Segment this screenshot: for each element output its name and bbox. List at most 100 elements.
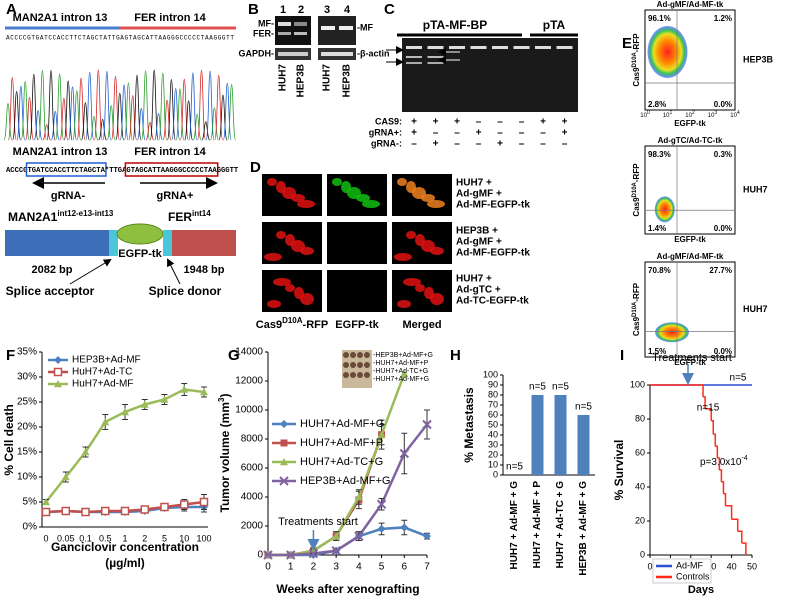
arrow: [167, 258, 181, 285]
band: [321, 52, 353, 56]
row-label: HEP3B +: [456, 226, 498, 237]
x-tick-label: HUH7 + Ad-MF + G: [509, 481, 520, 570]
row-mark: –: [433, 128, 439, 139]
step-segment: [713, 433, 717, 447]
y-tick-label: 20: [488, 449, 498, 459]
gel: [318, 16, 356, 45]
trace-peak: [93, 69, 103, 141]
tick-label: 100: [640, 110, 650, 118]
column-label: Merged: [402, 319, 441, 331]
annotation: n=5: [552, 382, 569, 393]
band: [406, 56, 422, 58]
text: 10: [663, 113, 670, 119]
plot-title: Ad-gMF/Ad-MF-tk: [657, 252, 724, 261]
trace-peak: [63, 80, 73, 141]
row-label: CAS9:: [375, 116, 402, 126]
micrograph: [327, 270, 387, 312]
x-tick-label: 0: [647, 561, 652, 571]
p-value: p=3.0x10-4: [700, 455, 748, 468]
splice-site: [109, 230, 118, 256]
trace-peak: [59, 97, 69, 141]
y-tick-label: 60: [488, 409, 498, 419]
legend-marker: [280, 458, 288, 466]
quadrant-value: 0.0%: [714, 100, 732, 109]
tick-label: 103: [708, 110, 718, 118]
x-tick-label: 0: [265, 562, 271, 573]
row-label: Ad-MF-EGFP-tk: [456, 248, 530, 259]
marker: [160, 502, 169, 512]
cell: [424, 287, 434, 299]
y-tick-label: 40: [635, 481, 645, 491]
trace-peak: [162, 99, 172, 141]
trace-peak: [115, 92, 125, 141]
x-tick-label: 50: [747, 561, 757, 571]
marker: [377, 524, 386, 533]
gel: [275, 16, 311, 45]
text: -RFP: [632, 33, 641, 52]
legend-label: HuH7+Ad-TC: [72, 367, 132, 378]
row-mark: +: [562, 117, 568, 128]
x-tick-label: 0.5: [99, 533, 112, 543]
cell: [415, 234, 425, 246]
y-tick-label: 6000: [241, 463, 264, 474]
trace-peak: [33, 110, 43, 141]
marker: [400, 523, 409, 532]
text: -RFP: [632, 282, 641, 301]
x-tick-label: 0.1: [79, 533, 92, 543]
trace-peak: [50, 110, 60, 141]
trace-peak: [192, 113, 202, 141]
marker: [331, 545, 341, 556]
lane-label: 3: [324, 4, 330, 16]
text: int14: [192, 209, 211, 218]
panel-label: G: [228, 347, 240, 364]
trace-peak: [210, 107, 219, 141]
cell: [285, 234, 295, 246]
seq-label: FER intron 14: [134, 146, 206, 158]
band-label: GAPDH-: [239, 48, 275, 58]
trace-peak: [38, 70, 47, 141]
y-axis-title: % Metastasis: [462, 387, 476, 463]
seq-label: MAN2A1 intron 13: [13, 12, 108, 24]
x-tick-label: 4: [356, 562, 362, 573]
text: 3: [217, 397, 226, 402]
y-tick-label: 100: [630, 379, 645, 389]
group-label: pTA-MF-BP: [423, 18, 487, 32]
marker: [121, 408, 129, 416]
inset-label: -HUH7+Ad-MF+P: [373, 360, 429, 367]
marker: [200, 388, 208, 396]
trace-peak: [145, 121, 155, 141]
trace-peak: [89, 115, 99, 141]
text: Cas9: [256, 319, 282, 331]
cell: [291, 194, 305, 202]
y-tick-label: 25%: [17, 397, 37, 408]
cell: [356, 194, 370, 202]
grna-label: gRNA-: [51, 190, 86, 202]
sequence: TGATCCACCTTCTAGCTA: [28, 167, 106, 175]
step-segment: [717, 457, 721, 470]
trace-peak: [25, 97, 34, 141]
marker: [101, 506, 110, 516]
y-tick-label: 0: [257, 550, 263, 561]
text: D10A: [632, 301, 638, 317]
row-mark: +: [411, 128, 417, 139]
marker: [263, 550, 273, 560]
panel-label: H: [450, 347, 461, 364]
x-tick-label: HUH7 + Ad-MF + P: [532, 481, 543, 569]
x-tick-label: 3: [333, 562, 339, 573]
y-axis-title: % Cell death: [2, 404, 16, 475]
cell: [403, 278, 421, 286]
x-tick-label: 1: [122, 533, 127, 543]
arrow: [69, 258, 112, 285]
x-tick-label: 0.05: [57, 533, 75, 543]
series-line: [268, 434, 383, 557]
y-tick-label: 90: [488, 379, 498, 389]
row-mark: –: [497, 117, 503, 128]
text: -4: [741, 455, 747, 462]
legend-marker: [280, 420, 288, 428]
inset-label: -HEP3B+Ad-MF+G: [373, 352, 433, 359]
legend-label: HUH7+Ad-TC+G: [300, 456, 383, 468]
cell-label: HUH7: [743, 304, 768, 314]
text: Cas9: [632, 316, 641, 336]
marker: [81, 507, 90, 517]
